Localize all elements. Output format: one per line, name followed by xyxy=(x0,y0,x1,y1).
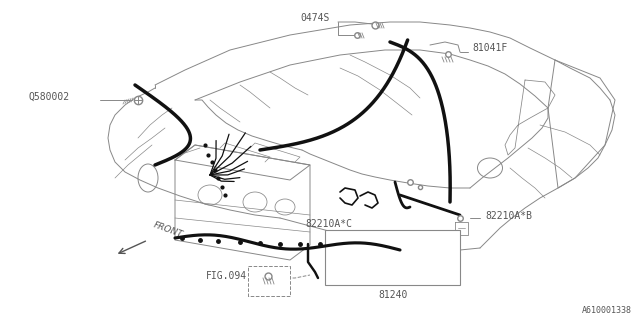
Text: A610001338: A610001338 xyxy=(582,306,632,315)
Text: 82210A*B: 82210A*B xyxy=(485,211,532,221)
Text: 0474S: 0474S xyxy=(301,13,330,23)
Text: 81240: 81240 xyxy=(378,290,408,300)
Bar xyxy=(325,230,460,285)
Text: FRONT: FRONT xyxy=(152,220,184,239)
Text: 82210A*C: 82210A*C xyxy=(305,219,352,229)
Text: 81041F: 81041F xyxy=(472,43,508,53)
Bar xyxy=(248,266,290,296)
Text: FIG.094: FIG.094 xyxy=(206,271,247,281)
Text: Q580002: Q580002 xyxy=(29,92,70,102)
